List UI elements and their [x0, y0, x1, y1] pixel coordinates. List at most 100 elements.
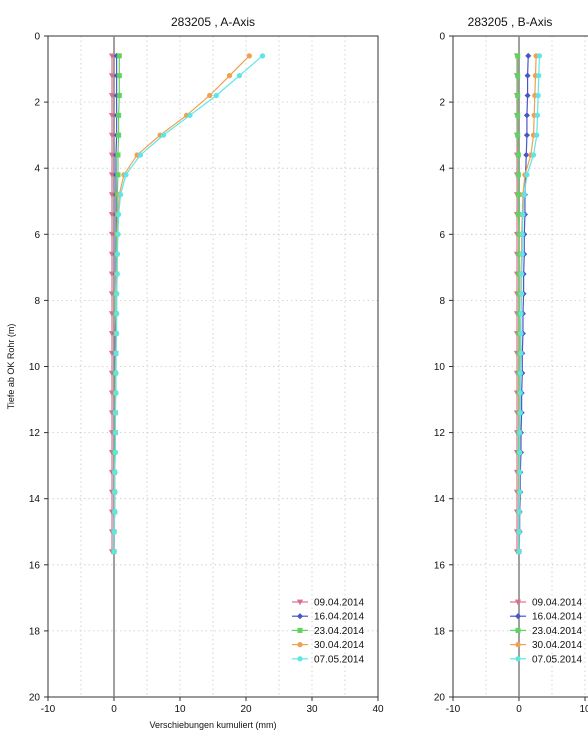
y-tick-label: 14 [434, 494, 446, 505]
y-tick-label: 8 [34, 296, 40, 307]
data-point [517, 469, 523, 475]
data-point [112, 509, 118, 515]
data-point [114, 291, 120, 297]
data-point [111, 529, 117, 535]
data-point [116, 92, 122, 98]
y-tick-label: 10 [434, 362, 446, 373]
data-point [515, 152, 521, 158]
data-point [111, 548, 117, 555]
legend-entry: 30.04.2014 [532, 640, 582, 651]
legend-entry: 07.05.2014 [314, 654, 364, 665]
data-point [112, 469, 118, 475]
data-point [518, 310, 524, 317]
y-tick-label: 10 [29, 362, 41, 373]
data-point [160, 132, 167, 138]
legend-entry: 23.04.2014 [532, 626, 582, 637]
data-point [115, 152, 121, 158]
series-07-05-2014 [111, 53, 266, 555]
data-point [525, 52, 532, 59]
y-tick-label: 20 [434, 693, 446, 704]
data-point [516, 548, 522, 555]
data-point [108, 93, 116, 99]
data-point [515, 73, 521, 79]
data-point [515, 112, 521, 118]
data-point [536, 73, 542, 79]
data-point [187, 112, 193, 118]
data-point [535, 92, 541, 99]
data-point [108, 112, 116, 119]
data-point [112, 429, 118, 436]
x-tick-label: 40 [372, 704, 384, 715]
data-point [518, 291, 525, 297]
data-point [515, 172, 521, 178]
legend: 09.04.2014 16.04.2014 23.04.2014 30.04.2014… [292, 598, 364, 665]
data-point [226, 73, 233, 79]
chart-b-axis: 0 2 4 6 8 10 12 14 16 18 20-10 0 10 283205 , B-Axis 09… [434, 15, 588, 715]
legend: 09.04.2014 16.04.2014 23.04.2014 30.04.2014… [510, 598, 582, 665]
data-point [114, 330, 120, 337]
y-tick-label: 8 [439, 296, 445, 307]
series-07-05-2014 [516, 53, 543, 555]
grid [48, 36, 378, 697]
data-point [518, 330, 524, 337]
data-point [515, 132, 521, 138]
y-tick-label: 12 [434, 428, 446, 439]
data-point [116, 132, 122, 138]
data-point [117, 192, 124, 198]
data-point [236, 73, 243, 79]
legend-marker [297, 641, 303, 648]
data-point [114, 271, 120, 277]
data-point [112, 410, 118, 416]
legend-entry: 07.05.2014 [532, 654, 582, 665]
grid [453, 36, 588, 697]
legend-marker [515, 641, 521, 648]
data-point [517, 429, 523, 436]
legend-entry: 16.04.2014 [314, 612, 364, 623]
legend-entry: 16.04.2014 [532, 612, 582, 623]
data-point [516, 509, 522, 515]
data-point [517, 410, 523, 416]
data-point [517, 449, 523, 456]
y-tick-label: 20 [29, 693, 41, 704]
y-tick-label: 18 [29, 626, 41, 637]
data-point [536, 53, 543, 59]
y-tick-label: 2 [34, 98, 40, 109]
series-line [518, 55, 541, 552]
x-axis-label: Verschiebungen kumuliert (mm) [149, 720, 276, 730]
data-point [112, 489, 118, 495]
data-point [116, 53, 122, 59]
data-point [113, 350, 119, 356]
data-point [108, 73, 116, 79]
y-tick-label: 6 [439, 230, 445, 241]
data-point [207, 92, 213, 99]
series-line [518, 55, 529, 552]
data-point [517, 390, 523, 396]
data-point [520, 211, 526, 218]
x-tick-label: 10 [174, 704, 186, 715]
data-point [523, 151, 530, 159]
data-point [113, 370, 119, 376]
data-point [259, 53, 266, 59]
data-point [518, 271, 525, 277]
chart-title: 283205 , B-Axis [468, 15, 553, 29]
legend-marker [297, 656, 303, 662]
x-tick-label: 30 [306, 704, 318, 715]
data-point [116, 112, 122, 118]
legend-marker [297, 627, 303, 633]
legend-entry: 09.04.2014 [314, 598, 364, 609]
legend-marker [296, 599, 304, 606]
data-point [518, 350, 524, 356]
y-tick-label: 16 [29, 560, 41, 571]
data-point [515, 192, 521, 198]
data-point [515, 92, 521, 98]
x-tick-label: -10 [41, 704, 56, 715]
y-tick-label: 16 [434, 560, 446, 571]
data-point [115, 231, 121, 237]
legend-marker [296, 613, 304, 620]
data-point [524, 92, 531, 99]
legend-entry: 30.04.2014 [314, 640, 364, 651]
data-point [114, 310, 120, 317]
y-tick-label: 18 [434, 626, 446, 637]
